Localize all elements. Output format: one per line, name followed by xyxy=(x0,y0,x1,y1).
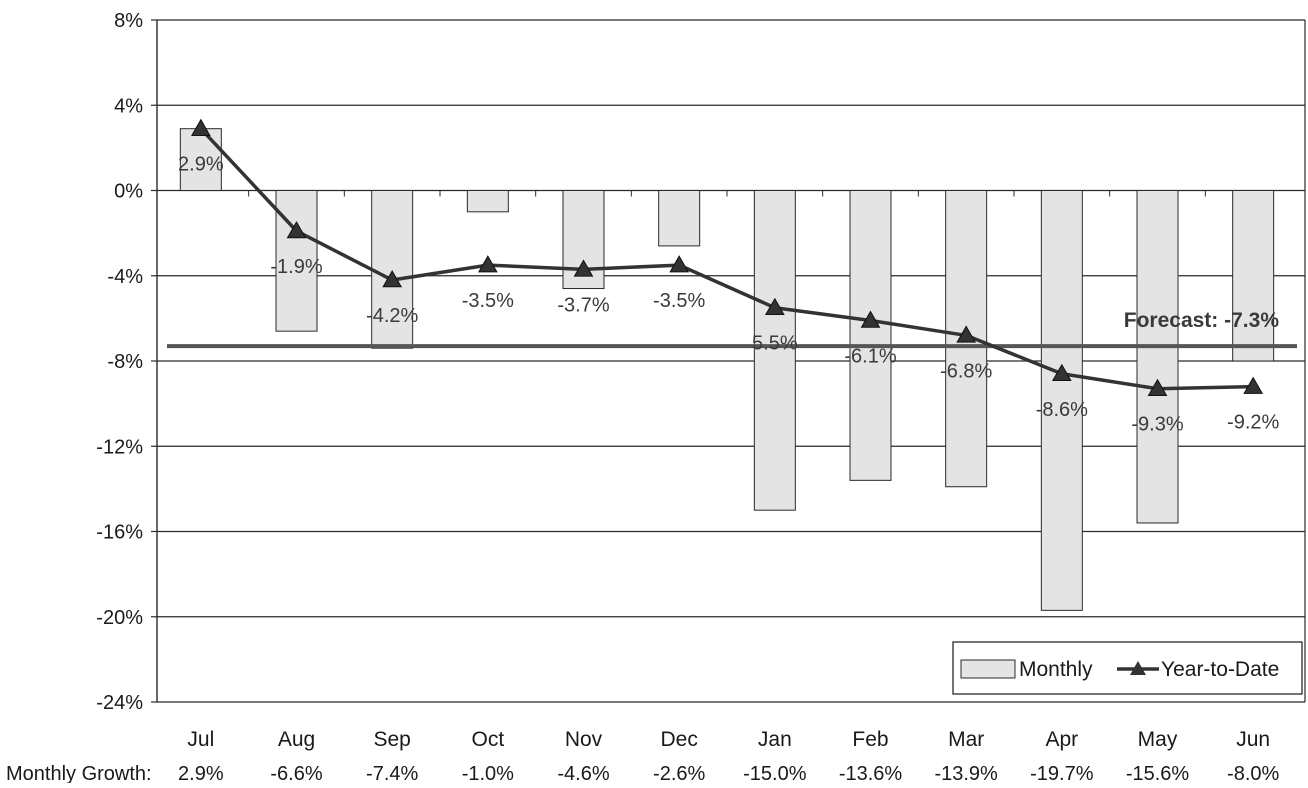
data-label-ytd: -1.9% xyxy=(270,256,322,278)
x-category-label: Feb xyxy=(852,728,888,751)
marker-ytd xyxy=(573,259,594,277)
y-tick-label: -16% xyxy=(96,522,143,544)
marker-ytd xyxy=(190,118,211,136)
x-category-label: Mar xyxy=(948,728,984,751)
monthly-growth-value: -7.4% xyxy=(366,763,418,783)
bar-monthly xyxy=(849,190,892,481)
marker-ytd xyxy=(956,325,977,343)
monthly-growth-value: -2.6% xyxy=(653,763,705,783)
marker-ytd xyxy=(382,270,403,288)
y-tick-label: -20% xyxy=(96,607,143,629)
monthly-growth-value: -13.9% xyxy=(934,763,998,783)
marker-ytd xyxy=(1147,378,1168,396)
bar-monthly xyxy=(1232,190,1275,362)
monthly-growth-value: -15.0% xyxy=(743,763,807,783)
x-category-label: Aug xyxy=(278,728,315,751)
monthly-growth-value: -13.6% xyxy=(839,763,903,783)
monthly-growth-label: Monthly Growth: xyxy=(6,763,152,783)
y-tick-label: 8% xyxy=(114,10,143,32)
bar-monthly xyxy=(179,128,222,192)
legend-swatch-monthly xyxy=(960,659,1016,679)
x-category-label: Sep xyxy=(373,728,410,751)
x-category-label: May xyxy=(1138,728,1178,751)
data-label-ytd: 5.5% xyxy=(752,333,798,355)
forecast-label: Forecast: -7.3% xyxy=(1124,309,1280,332)
x-category-label: Jun xyxy=(1236,728,1270,751)
data-label-ytd: -9.3% xyxy=(1131,414,1183,436)
marker-ytd xyxy=(860,310,881,328)
data-label-ytd: -3.5% xyxy=(653,290,705,312)
bar-monthly xyxy=(753,190,796,511)
legend-label-ytd: Year-to-Date xyxy=(1161,658,1279,681)
data-label-ytd: 2.9% xyxy=(178,154,224,176)
data-label-ytd: -6.8% xyxy=(940,360,992,382)
bar-monthly xyxy=(658,190,701,247)
x-category-label: Nov xyxy=(565,728,603,751)
data-label-ytd: -4.2% xyxy=(366,305,418,327)
marker-ytd xyxy=(286,220,307,239)
monthly-growth-value: -8.0% xyxy=(1227,763,1279,783)
x-category-label: Apr xyxy=(1045,728,1078,751)
data-label-ytd: -8.6% xyxy=(1036,399,1088,421)
y-tick-label: -24% xyxy=(96,692,143,714)
data-label-ytd: -3.7% xyxy=(557,294,609,316)
marker-ytd xyxy=(1051,363,1072,382)
monthly-growth-value: -6.6% xyxy=(270,763,322,783)
x-category-label: Jan xyxy=(758,728,792,751)
x-category-label: Oct xyxy=(471,728,504,751)
legend-marker-ytd xyxy=(1130,661,1146,675)
marker-ytd xyxy=(477,255,498,273)
monthly-growth-value: -1.0% xyxy=(462,763,514,783)
x-category-label: Jul xyxy=(187,728,214,751)
monthly-growth-value: 2.9% xyxy=(178,763,224,783)
bar-monthly xyxy=(1040,190,1083,611)
monthly-growth-value: -19.7% xyxy=(1030,763,1094,783)
data-label-ytd: -9.2% xyxy=(1227,412,1279,434)
monthly-growth-value: -15.6% xyxy=(1126,763,1190,783)
x-category-label: Dec xyxy=(660,728,697,751)
bar-monthly xyxy=(371,190,414,349)
line-ytd xyxy=(199,127,1254,391)
marker-ytd xyxy=(764,297,785,315)
marker-ytd xyxy=(669,255,690,273)
legend-label-monthly: Monthly xyxy=(1019,658,1093,681)
bar-monthly xyxy=(1136,190,1179,524)
data-label-ytd: -6.1% xyxy=(844,346,896,368)
y-tick-label: 4% xyxy=(114,95,143,117)
marker-ytd xyxy=(1243,376,1264,394)
monthly-growth-value: -4.6% xyxy=(557,763,609,783)
y-tick-label: 0% xyxy=(114,181,143,203)
bar-monthly xyxy=(466,190,509,213)
y-tick-label: -8% xyxy=(107,351,143,373)
y-tick-label: -12% xyxy=(96,436,143,458)
data-label-ytd: -3.5% xyxy=(462,290,514,312)
y-tick-label: -4% xyxy=(107,266,143,288)
